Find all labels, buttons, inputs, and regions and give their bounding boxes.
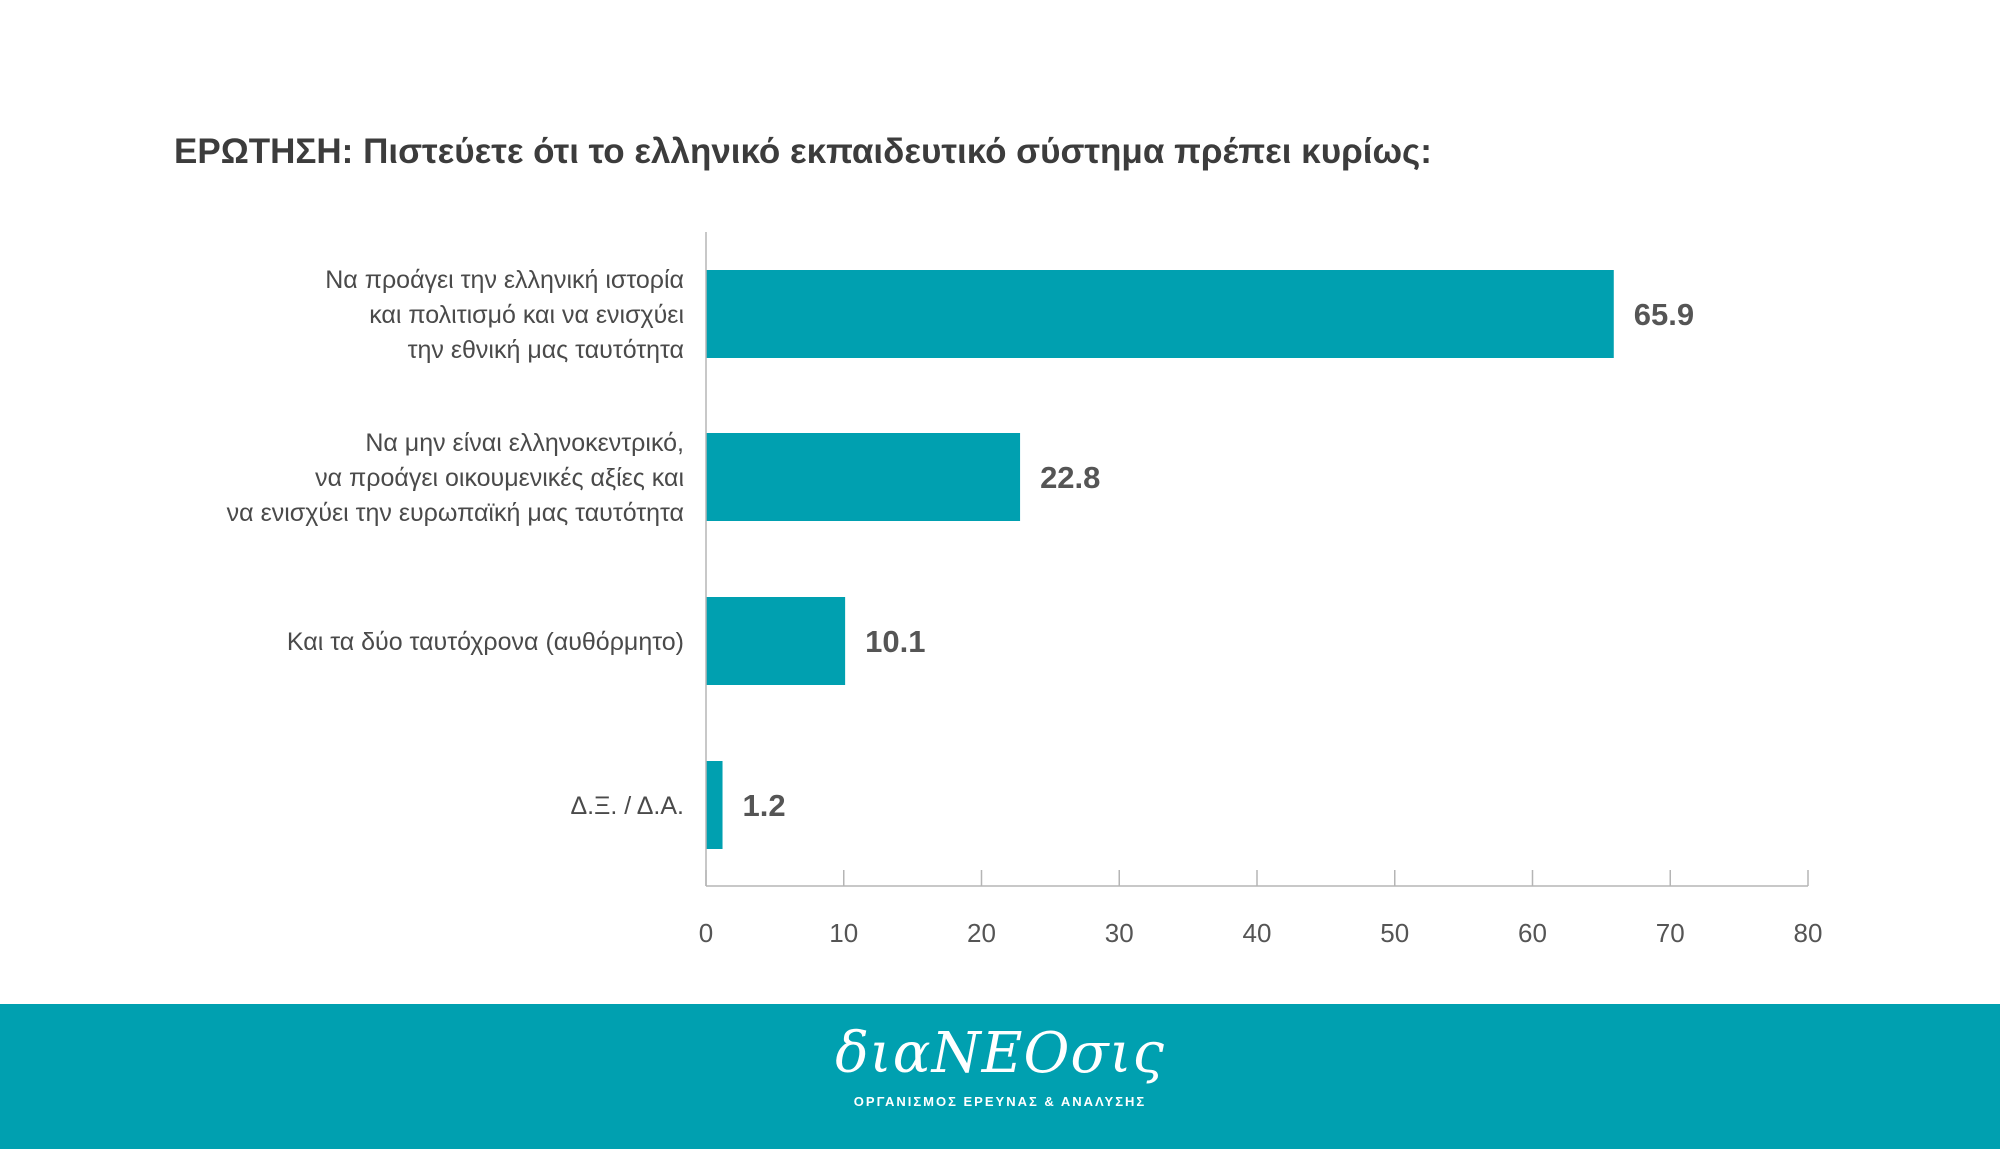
x-tick-label: 40	[1243, 918, 1272, 948]
category-labels-layer: Να προάγει την ελληνική ιστορία και πολιτ…	[227, 266, 684, 820]
x-tick-label: 30	[1105, 918, 1134, 948]
value-label-4: 1.2	[743, 788, 786, 823]
category-label-1: Να προάγει την ελληνική ιστορία και πολιτ…	[325, 266, 684, 364]
bars-layer	[706, 270, 1614, 849]
x-tick-label: 10	[829, 918, 858, 948]
category-label-2: Να μην είναι ελληνοκεντρικό, να προάγει ο…	[227, 429, 684, 527]
value-label-1: 65.9	[1634, 297, 1694, 332]
axis-layer: 0 10 20 30 40 50 60 70 80	[699, 232, 1823, 948]
question-title: ΕΡΩΤΗΣΗ: Πιστεύετε ότι το ελληνικό εκπαι…	[174, 132, 1432, 171]
x-tick-label: 80	[1794, 918, 1823, 948]
category-label-3: Και τα δύο ταυτόχρονα (αυθόρμητο)	[287, 628, 684, 656]
logo: διαΝΕΟσις ΟΡΓΑΝΙΣΜΟΣ ΕΡΕΥΝΑΣ & ΑΝΑΛΥΣΗΣ	[0, 1021, 2000, 1110]
bar-3	[706, 597, 846, 685]
value-label-3: 10.1	[865, 624, 925, 659]
category-label-line: Και τα δύο ταυτόχρονα (αυθόρμητο)	[287, 628, 684, 656]
category-label-line: Να προάγει την ελληνική ιστορία	[325, 266, 684, 294]
category-label-line: την εθνική μας ταυτότητα	[408, 336, 684, 364]
category-label-line: και πολιτισμό και να ενισχύει	[369, 301, 684, 329]
x-tick-label: 20	[967, 918, 996, 948]
category-label-4: Δ.Ξ. / Δ.Α.	[570, 792, 684, 820]
x-tick-label: 60	[1518, 918, 1547, 948]
logo-wordmark: διαΝΕΟσις	[835, 1021, 1165, 1086]
x-tick-label: 0	[699, 918, 713, 948]
logo-tagline: ΟΡΓΑΝΙΣΜΟΣ ΕΡΕΥΝΑΣ & ΑΝΑΛΥΣΗΣ	[853, 1094, 1147, 1109]
bar-1	[706, 270, 1614, 358]
category-label-line: να προάγει οικουμενικές αξίες και	[315, 464, 684, 492]
value-labels-layer: 65.9 22.8 10.1 1.2	[743, 297, 1695, 823]
x-tick-label: 50	[1380, 918, 1409, 948]
value-label-2: 22.8	[1040, 460, 1100, 495]
category-label-line: Δ.Ξ. / Δ.Α.	[570, 792, 684, 820]
category-label-line: να ενισχύει την ευρωπαϊκή μας ταυτότητα	[227, 499, 684, 527]
bar-4	[706, 761, 723, 849]
category-label-line: Να μην είναι ελληνοκεντρικό,	[365, 429, 684, 457]
bar-2	[706, 433, 1021, 521]
x-tick-label: 70	[1656, 918, 1685, 948]
bar-chart: 65.9 22.8 10.1 1.2 Να προάγει την ελληνική …	[227, 232, 1823, 948]
footer-banner: διαΝΕΟσις ΟΡΓΑΝΙΣΜΟΣ ΕΡΕΥΝΑΣ & ΑΝΑΛΥΣΗΣ	[0, 1004, 2000, 1149]
